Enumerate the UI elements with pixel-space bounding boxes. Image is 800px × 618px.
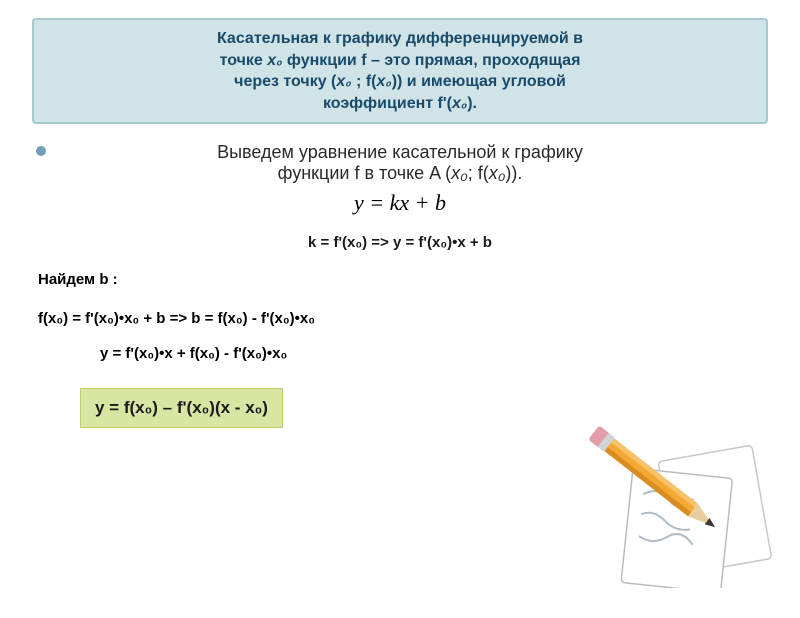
x0-3: x₀ — [376, 73, 391, 90]
step-k: k = f'(x₀) => y = f'(x₀)•x + b — [0, 234, 800, 251]
pencil-paper-illustration — [572, 398, 782, 588]
header-l3: коэффициент f'( — [323, 95, 452, 112]
header-l1b: точке — [220, 52, 268, 69]
header-l2c: )) и имеющая угловой — [392, 73, 566, 90]
x0-6: x₀ — [489, 163, 506, 183]
step-y: y = f'(x₀)•x + f(x₀) - f'(x₀)•x₀ — [100, 345, 800, 362]
intro-l2c: )). — [505, 163, 522, 183]
find-b-label: Найдем b : — [38, 271, 800, 288]
x0-1: x₀ — [267, 52, 282, 69]
tangent-equation-result: y = f(x₀) – f'(x₀)(x - x₀) — [80, 388, 283, 428]
intro-l1: Выведем уравнение касательной к графику — [217, 142, 583, 162]
x0-4: x₀ — [452, 95, 467, 112]
main-equation: y = kx + b — [0, 190, 800, 216]
step-b: f(x₀) = f'(x₀)•x₀ + b => b = f(x₀) - f'(… — [38, 310, 800, 327]
x0-2: x₀ — [336, 73, 351, 90]
header-l2b: ; f( — [352, 73, 377, 90]
intro-text: Выведем уравнение касательной к графику … — [60, 142, 740, 184]
intro-l2b: ; f( — [468, 163, 489, 183]
bullet-icon — [36, 146, 46, 156]
header-l1: Касательная к графику дифференцируемой в — [217, 30, 583, 47]
intro-l2a: функции f в точке A ( — [278, 163, 452, 183]
definition-box: Касательная к графику дифференцируемой в… — [32, 18, 768, 124]
x0-5: x₀ — [451, 163, 468, 183]
header-l2: через точку ( — [234, 73, 336, 90]
header-l3b: ). — [467, 95, 477, 112]
header-l1c: функции f – это прямая, проходящая — [282, 52, 580, 69]
